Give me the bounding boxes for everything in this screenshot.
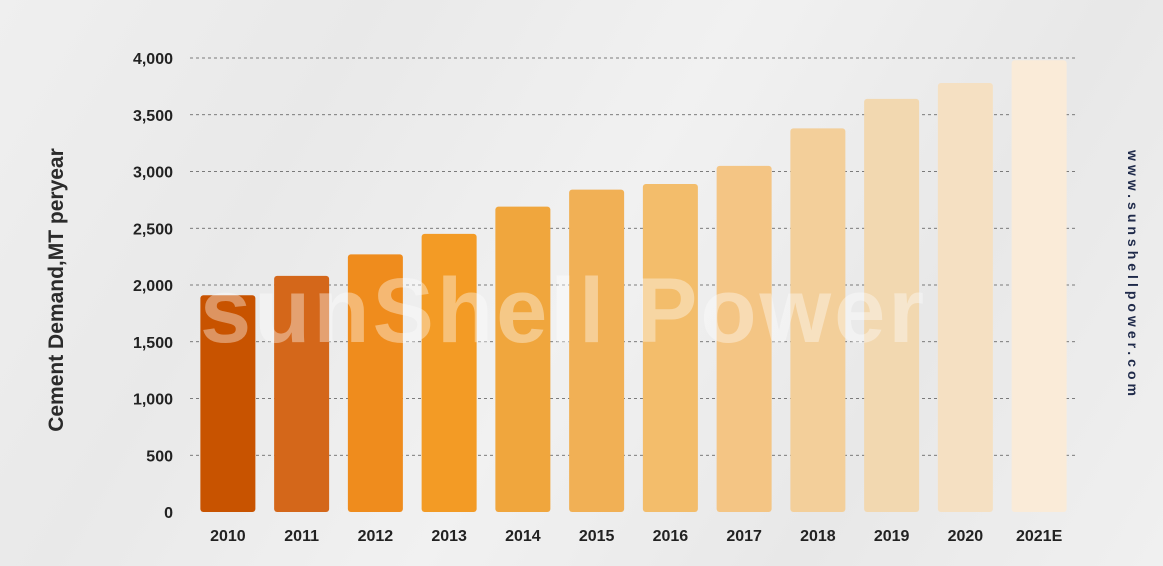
y-axis-label: Cement Demand,MT peryear [45,148,68,432]
bar [421,233,477,513]
bar [200,295,256,512]
bar [716,165,772,512]
x-tick-label: 2014 [505,528,541,545]
x-tick-label: 2015 [579,528,615,545]
bar [1011,60,1067,513]
y-axis-ticks: 0 500 1,000 1,500 2,000 2,500 3,000 3,500 4,000 [133,51,173,522]
x-axis-ticks: 2010 2011 2012 2013 2014 2015 2016 2017 2018 2019… [210,528,1063,545]
y-tick-label: 1,000 [133,392,173,409]
bar [937,82,993,512]
y-tick-label: 1,500 [133,335,173,352]
watermark: sunShell Power [200,260,927,362]
x-tick-label: 2012 [358,528,394,545]
x-tick-label: 2010 [210,528,246,545]
x-tick-label: 2021E [1016,528,1063,545]
bar [274,275,330,512]
y-tick-label: 500 [146,448,173,465]
x-tick-label: 2019 [874,528,910,545]
bar [495,206,551,512]
bar [790,128,846,512]
x-tick-label: 2018 [800,528,836,545]
bar [864,98,920,513]
y-tick-label: 3,000 [133,165,173,182]
x-tick-label: 2011 [284,528,319,545]
bar [569,189,625,512]
x-tick-label: 2013 [431,528,467,545]
x-tick-label: 2020 [948,528,984,545]
y-tick-label: 4,000 [133,51,173,68]
bars [200,60,1067,513]
bar [642,183,698,513]
y-tick-label: 0 [164,505,173,522]
bar [347,254,403,513]
side-url: www.sunshellpower.com [1125,150,1141,400]
y-tick-label: 2,000 [133,278,173,295]
x-tick-label: 2017 [726,528,762,545]
y-tick-label: 3,500 [133,108,173,125]
y-tick-label: 2,500 [133,221,173,238]
x-tick-label: 2016 [653,528,689,545]
